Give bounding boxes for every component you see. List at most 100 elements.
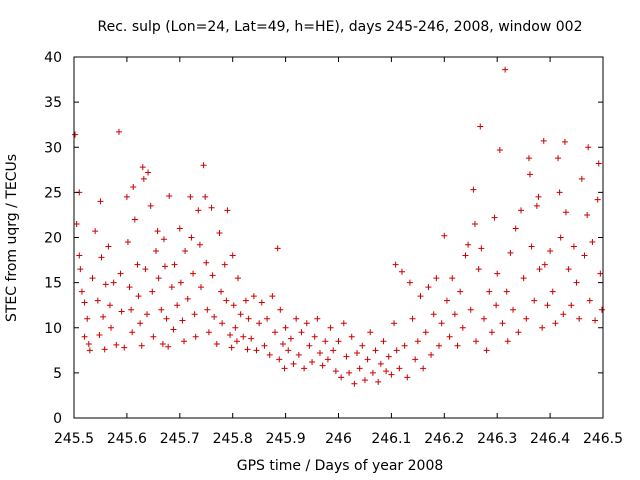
data-point	[105, 243, 112, 250]
data-point	[523, 315, 530, 322]
data-point	[77, 266, 84, 273]
data-point	[163, 315, 170, 322]
data-point	[346, 369, 353, 376]
data-point	[491, 214, 498, 221]
data-point	[250, 293, 257, 300]
data-point	[502, 66, 509, 73]
data-point	[436, 342, 443, 349]
data-point	[573, 279, 580, 286]
data-point	[140, 175, 147, 182]
x-tick-label: 246.4	[530, 431, 570, 447]
x-tick-label: 246.5	[583, 431, 623, 447]
x-tick-label: 245.8	[213, 431, 253, 447]
data-point	[592, 317, 599, 324]
data-points	[72, 66, 605, 387]
data-point	[229, 252, 236, 259]
data-point	[230, 302, 237, 309]
data-point	[187, 193, 194, 200]
data-point	[496, 146, 503, 153]
data-point	[161, 263, 168, 270]
data-point	[276, 356, 283, 363]
data-point	[219, 320, 226, 327]
data-point	[555, 155, 562, 162]
data-point	[213, 340, 220, 347]
data-point	[96, 331, 103, 338]
data-point	[204, 306, 211, 313]
data-point	[536, 266, 543, 273]
data-point	[155, 275, 162, 282]
data-point	[256, 320, 263, 327]
data-point	[316, 350, 323, 357]
data-point	[409, 315, 416, 322]
data-point	[274, 245, 281, 252]
data-point	[216, 229, 223, 236]
data-point	[562, 209, 569, 216]
data-point	[540, 137, 547, 144]
data-point	[192, 333, 199, 340]
data-point	[438, 320, 445, 327]
data-point	[84, 315, 91, 322]
data-point	[81, 299, 88, 306]
data-point	[165, 343, 172, 350]
data-point	[123, 193, 130, 200]
data-point	[556, 189, 563, 196]
data-point	[188, 234, 195, 241]
data-point	[128, 306, 135, 313]
data-point	[309, 359, 316, 366]
x-axis-label: GPS time / Days of year 2008	[237, 458, 444, 474]
x-tick-label: 245.6	[107, 431, 147, 447]
data-point	[203, 259, 210, 266]
data-point	[94, 297, 101, 304]
data-point	[520, 275, 527, 282]
data-point	[264, 315, 271, 322]
data-point	[332, 368, 339, 375]
data-point	[380, 338, 387, 345]
data-point	[528, 243, 535, 250]
data-point	[422, 329, 429, 336]
data-point	[578, 175, 585, 182]
data-point	[205, 329, 212, 336]
chart-title: Rec. sulp (Lon=24, Lat=49, h=HE), days 2…	[98, 19, 583, 35]
data-point	[86, 347, 93, 354]
data-point	[81, 333, 88, 340]
data-point	[356, 365, 363, 372]
data-point	[549, 288, 556, 295]
data-point	[354, 350, 361, 357]
data-point	[475, 266, 482, 273]
data-point	[406, 279, 413, 286]
data-point	[124, 239, 131, 246]
data-point	[98, 254, 105, 261]
data-point	[160, 236, 167, 243]
data-point	[462, 252, 469, 259]
data-point	[118, 308, 125, 315]
y-tick-label: 15	[44, 276, 62, 292]
data-point	[154, 228, 161, 235]
plot-frame	[73, 56, 604, 419]
data-point	[179, 317, 186, 324]
data-point	[170, 326, 177, 333]
data-point	[174, 302, 181, 309]
data-point	[85, 340, 92, 347]
data-point	[142, 266, 149, 273]
data-point	[117, 270, 124, 277]
data-point	[494, 270, 501, 277]
data-point	[150, 333, 157, 340]
data-point	[197, 284, 204, 291]
data-point	[134, 261, 141, 268]
data-point	[486, 288, 493, 295]
data-point	[471, 220, 478, 227]
data-point	[261, 342, 268, 349]
data-point	[443, 297, 450, 304]
data-point	[301, 365, 308, 372]
data-point	[182, 248, 189, 255]
data-point	[137, 320, 144, 327]
data-point	[92, 228, 99, 235]
data-point	[73, 220, 80, 227]
data-point	[244, 346, 251, 353]
data-point	[152, 248, 159, 255]
x-tick-label: 245.7	[160, 431, 200, 447]
data-point	[290, 360, 297, 367]
data-point	[130, 183, 137, 190]
data-point	[338, 374, 345, 381]
data-point	[227, 331, 234, 338]
